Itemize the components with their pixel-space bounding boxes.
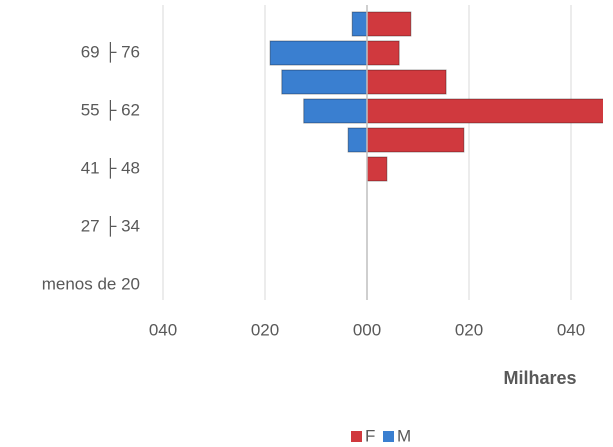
x-tick-label: 040 <box>557 320 585 339</box>
bar <box>281 69 368 95</box>
y-tick-label: 41 ├ 48 <box>81 157 140 179</box>
bar <box>366 11 412 37</box>
legend-label: F <box>365 426 375 445</box>
x-axis-title: Milhares <box>503 368 576 388</box>
y-tick-label: 27 ├ 34 <box>81 215 140 237</box>
y-tick-label: 69 ├ 76 <box>81 41 140 63</box>
bar <box>366 40 400 66</box>
legend-swatch <box>383 431 394 442</box>
x-tick-label: 020 <box>251 320 279 339</box>
bar <box>366 156 388 182</box>
bar <box>366 127 465 153</box>
legend-swatch <box>351 431 362 442</box>
x-tick-label: 040 <box>149 320 177 339</box>
bar <box>366 69 447 95</box>
bar <box>269 40 368 66</box>
bar <box>303 98 368 124</box>
bar <box>347 127 368 153</box>
x-tick-label: 020 <box>455 320 483 339</box>
plot-area <box>162 5 603 300</box>
bar <box>351 11 368 37</box>
bar <box>366 98 603 124</box>
y-tick-label: menos de 20 <box>42 274 140 293</box>
x-tick-label: 000 <box>353 320 381 339</box>
y-tick-label: 55 ├ 62 <box>81 99 140 121</box>
legend-label: M <box>397 426 411 445</box>
